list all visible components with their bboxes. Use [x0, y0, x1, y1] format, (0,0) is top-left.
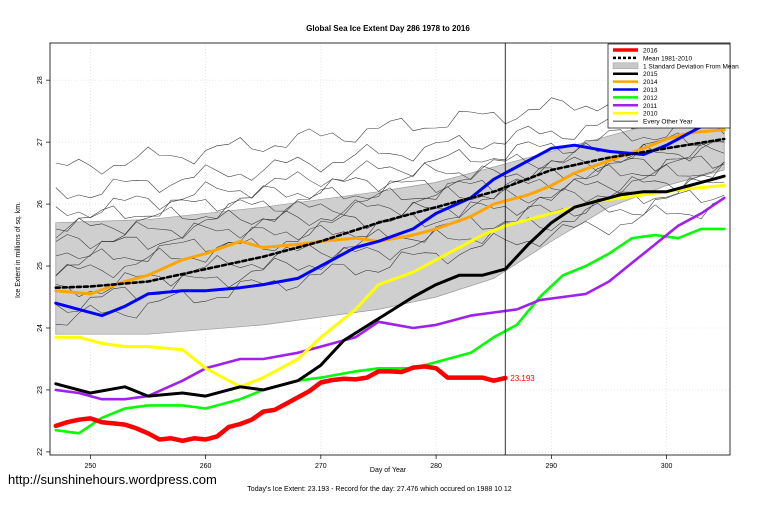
legend-label: 2013 [643, 87, 658, 94]
legend-label: 2014 [643, 79, 658, 86]
legend-label: Mean 1981-2010 [643, 55, 693, 62]
series-line-mean-1981-2010 [54, 137, 726, 290]
chart-title: Global Sea Ice Extent Day 286 1978 to 20… [306, 24, 470, 33]
other-year-line [55, 161, 725, 279]
series-line-2013 [54, 112, 726, 318]
series-line-2015 [54, 174, 726, 398]
other-year-line [55, 141, 725, 239]
x-tick-label: 280 [430, 463, 442, 470]
legend-label: 2010 [643, 111, 658, 118]
end-value-label: 23.193 [510, 374, 535, 383]
other-year-line [55, 121, 725, 219]
y-tick-label: 23 [37, 386, 44, 394]
watermark: http://sunshinehours.wordpress.com [8, 472, 217, 487]
footer-summary: Today's Ice Extent: 23.193 - Record for … [247, 486, 512, 493]
series-line-2014 [54, 128, 726, 296]
series-line-2011 [54, 196, 726, 401]
x-tick-label: 290 [546, 463, 558, 470]
legend-label: 2015 [643, 71, 658, 78]
x-axis-label: Day of Year [370, 467, 407, 474]
legend-swatch [612, 62, 639, 70]
legend-label: 2012 [643, 95, 658, 102]
legend-label: 1 Standard Deviation From Mean [643, 63, 739, 70]
y-tick-label: 27 [37, 138, 44, 146]
x-tick-label: 260 [200, 463, 212, 470]
x-tick-label: 300 [661, 463, 673, 470]
other-year-line [55, 198, 725, 326]
std-band-area [55, 110, 725, 335]
legend-label: 2016 [643, 48, 658, 55]
std-band [55, 110, 725, 335]
y-tick-label: 24 [37, 324, 44, 332]
legend-label: Every Other Year [643, 119, 693, 126]
other-year-line [55, 155, 725, 259]
y-axis-label: Ice Extent in millions of sq. km. [15, 202, 22, 298]
y-tick-label: 26 [37, 200, 44, 208]
series-line-2016 [53, 364, 508, 444]
y-tick-label: 25 [37, 262, 44, 270]
y-tick-label: 28 [37, 76, 44, 84]
x-axis: 250 260 270 280 290 300 [84, 455, 673, 470]
y-axis: 22 23 24 25 26 27 28 [37, 76, 50, 456]
x-tick-label: 270 [315, 463, 327, 470]
legend-label: 2011 [643, 103, 657, 110]
plot-frame [49, 42, 731, 456]
series-lines [53, 112, 726, 444]
other-year-line [55, 161, 725, 277]
y-tick-label: 22 [37, 448, 44, 456]
x-tick-label: 250 [84, 463, 96, 470]
